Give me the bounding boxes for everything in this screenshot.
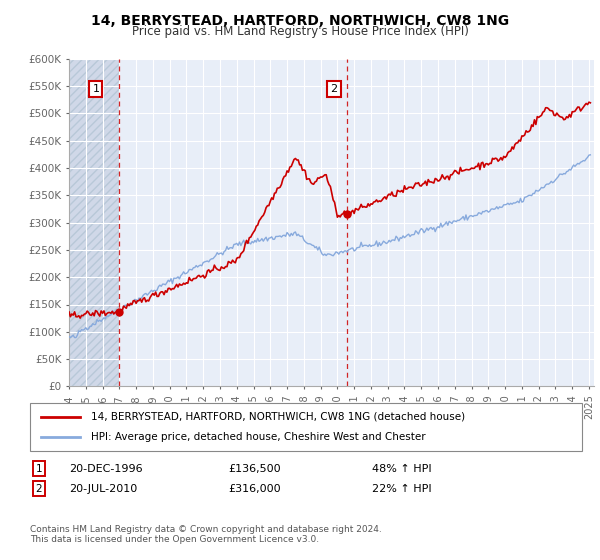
Text: £136,500: £136,500 <box>228 464 281 474</box>
Text: 14, BERRYSTEAD, HARTFORD, NORTHWICH, CW8 1NG (detached house): 14, BERRYSTEAD, HARTFORD, NORTHWICH, CW8… <box>91 412 465 422</box>
Bar <box>69 59 119 386</box>
Text: 1: 1 <box>92 84 100 94</box>
Text: 22% ↑ HPI: 22% ↑ HPI <box>372 484 431 494</box>
Bar <box>119 59 600 386</box>
Text: 14, BERRYSTEAD, HARTFORD, NORTHWICH, CW8 1NG: 14, BERRYSTEAD, HARTFORD, NORTHWICH, CW8… <box>91 14 509 28</box>
FancyBboxPatch shape <box>30 403 582 451</box>
Bar <box>69 59 119 386</box>
Text: 20-JUL-2010: 20-JUL-2010 <box>69 484 137 494</box>
Text: 2: 2 <box>35 484 43 494</box>
Text: HPI: Average price, detached house, Cheshire West and Chester: HPI: Average price, detached house, Ches… <box>91 432 425 442</box>
Text: 48% ↑ HPI: 48% ↑ HPI <box>372 464 431 474</box>
Text: Contains HM Land Registry data © Crown copyright and database right 2024.
This d: Contains HM Land Registry data © Crown c… <box>30 525 382 544</box>
Text: 2: 2 <box>331 84 338 94</box>
Text: 20-DEC-1996: 20-DEC-1996 <box>69 464 143 474</box>
Text: 1: 1 <box>35 464 43 474</box>
Text: Price paid vs. HM Land Registry's House Price Index (HPI): Price paid vs. HM Land Registry's House … <box>131 25 469 38</box>
Text: £316,000: £316,000 <box>228 484 281 494</box>
